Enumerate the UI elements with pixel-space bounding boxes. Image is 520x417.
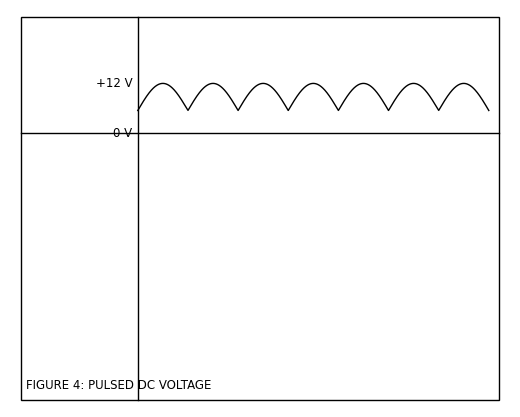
Text: 0 V: 0 V bbox=[113, 127, 133, 140]
Text: +12 V: +12 V bbox=[96, 77, 133, 90]
Text: FIGURE 4: PULSED DC VOLTAGE: FIGURE 4: PULSED DC VOLTAGE bbox=[26, 379, 211, 392]
